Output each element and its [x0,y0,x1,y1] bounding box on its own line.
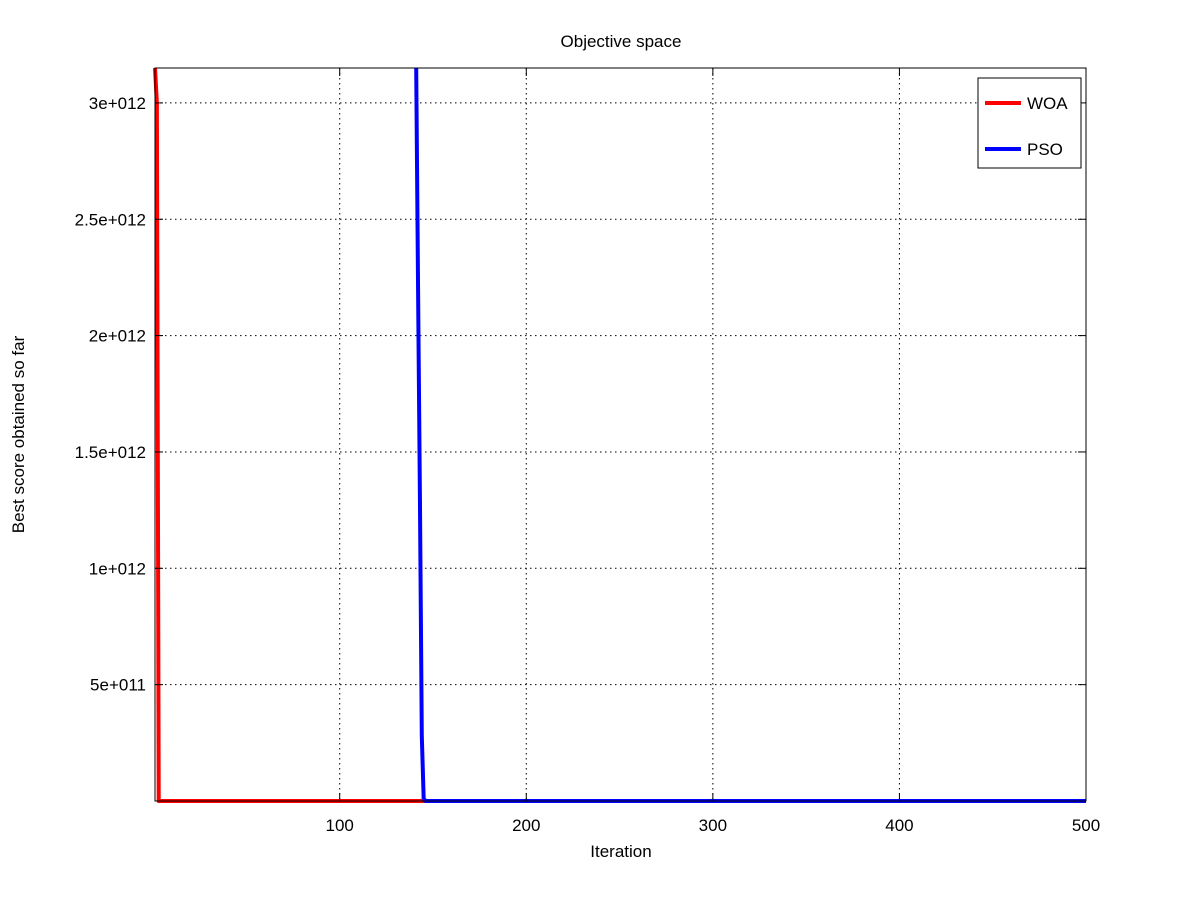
y-tick-label: 1.5e+012 [75,443,146,462]
y-tick-label: 2e+012 [89,327,146,346]
y-tick-label: 5e+011 [90,676,146,695]
legend-label-pso: PSO [1027,140,1063,159]
y-tick-label: 3e+012 [89,94,146,113]
legend-box [977,77,1082,169]
legend-label-woa: WOA [1027,94,1068,113]
y-tick-label: 1e+012 [89,559,146,578]
y-axis-label: Best score obtained so far [9,335,28,533]
grid-layer [155,68,1086,801]
plot-frame [154,67,1087,802]
x-tick-label: 400 [885,816,913,835]
tick-layer: 100 200 300 400 500 5e+011 1e+012 1.5e+012 2e+01… [75,68,1100,835]
x-tick-label: 500 [1072,816,1100,835]
x-axis-label: Iteration [590,842,651,861]
x-tick-label: 200 [512,816,540,835]
x-tick-label: 100 [326,816,354,835]
chart-title: Objective space [561,32,682,51]
y-tick-label: 2.5e+012 [75,210,146,229]
legend: WOA PSO [977,77,1082,169]
x-tick-label: 300 [699,816,727,835]
